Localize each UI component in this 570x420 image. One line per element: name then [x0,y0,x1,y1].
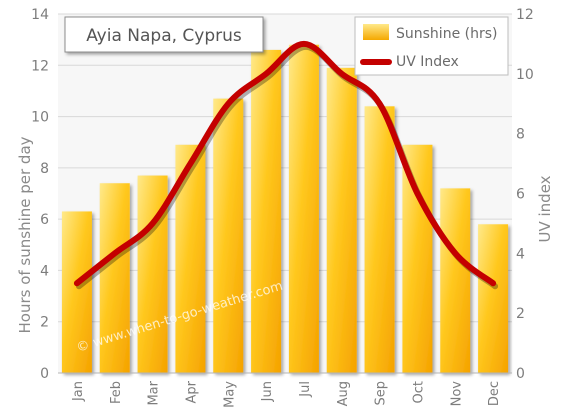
bar-nov [440,188,471,373]
chart-title: Ayia Napa, Cyprus [86,26,242,46]
legend: Sunshine (hrs) UV Index [354,16,509,76]
bar-dec [478,224,509,373]
x-tick-label: Sep [374,381,389,406]
uv-line-group [73,40,499,290]
x-tick-label: Dec [487,381,502,406]
y-tick-label: 8 [40,161,49,177]
y-tick-label: 12 [31,58,49,74]
bar-feb [99,183,130,373]
legend-swatch-sunshine [363,24,389,40]
bar-oct [402,144,433,373]
y-axis-ticks: 0 2 4 6 8 10 12 14 [31,7,49,382]
title-box [64,16,264,53]
x-tick-label: Mar [147,380,162,405]
y2-tick-label: 4 [516,246,525,262]
y2-axis-ticks: 0 2 4 6 8 10 12 [516,7,534,382]
y2-tick-label: 12 [516,7,534,23]
x-tick-label: Jul [298,381,313,398]
legend-label-sunshine: Sunshine (hrs) [396,26,497,42]
x-tick-label: Nov [449,381,464,407]
x-tick-label: Apr [184,380,199,403]
y-tick-label: 10 [31,110,49,126]
bar-aug [326,67,357,373]
y2-tick-label: 10 [516,67,534,83]
bar-jan [61,211,92,373]
y-axis-title: Hours of sunshine per day [16,136,34,333]
uv-line [73,40,497,287]
y-tick-label: 6 [40,212,49,228]
y2-axis-title: UV index [536,175,554,242]
y-tick-label: 0 [40,366,49,382]
y2-tick-label: 8 [516,127,525,143]
y2-tick-label: 0 [516,366,525,382]
bar-jul [288,44,319,374]
x-tick-label: Aug [336,381,351,406]
legend-label-uv: UV Index [396,54,459,70]
sunshine-bars [61,44,509,374]
x-axis-ticks: Jan Feb Mar Apr May Jun Jul Aug Sep Oct Nov Dec [71,380,502,408]
y-tick-label: 2 [40,315,49,331]
x-tick-label: Feb [109,381,124,404]
bar-jun [251,49,282,374]
chart-title-box: Ayia Napa, Cyprus [64,16,264,53]
y-tick-label: 4 [40,263,49,279]
y2-tick-label: 6 [516,187,525,203]
x-tick-label: May [222,381,237,408]
bar-may [213,98,244,373]
x-tick-label: Jan [71,381,86,402]
y-tick-label: 14 [31,7,49,23]
x-tick-label: Oct [411,381,426,403]
x-tick-label: Jun [260,381,275,402]
y2-tick-label: 2 [516,306,525,322]
bar-sep [364,106,395,374]
